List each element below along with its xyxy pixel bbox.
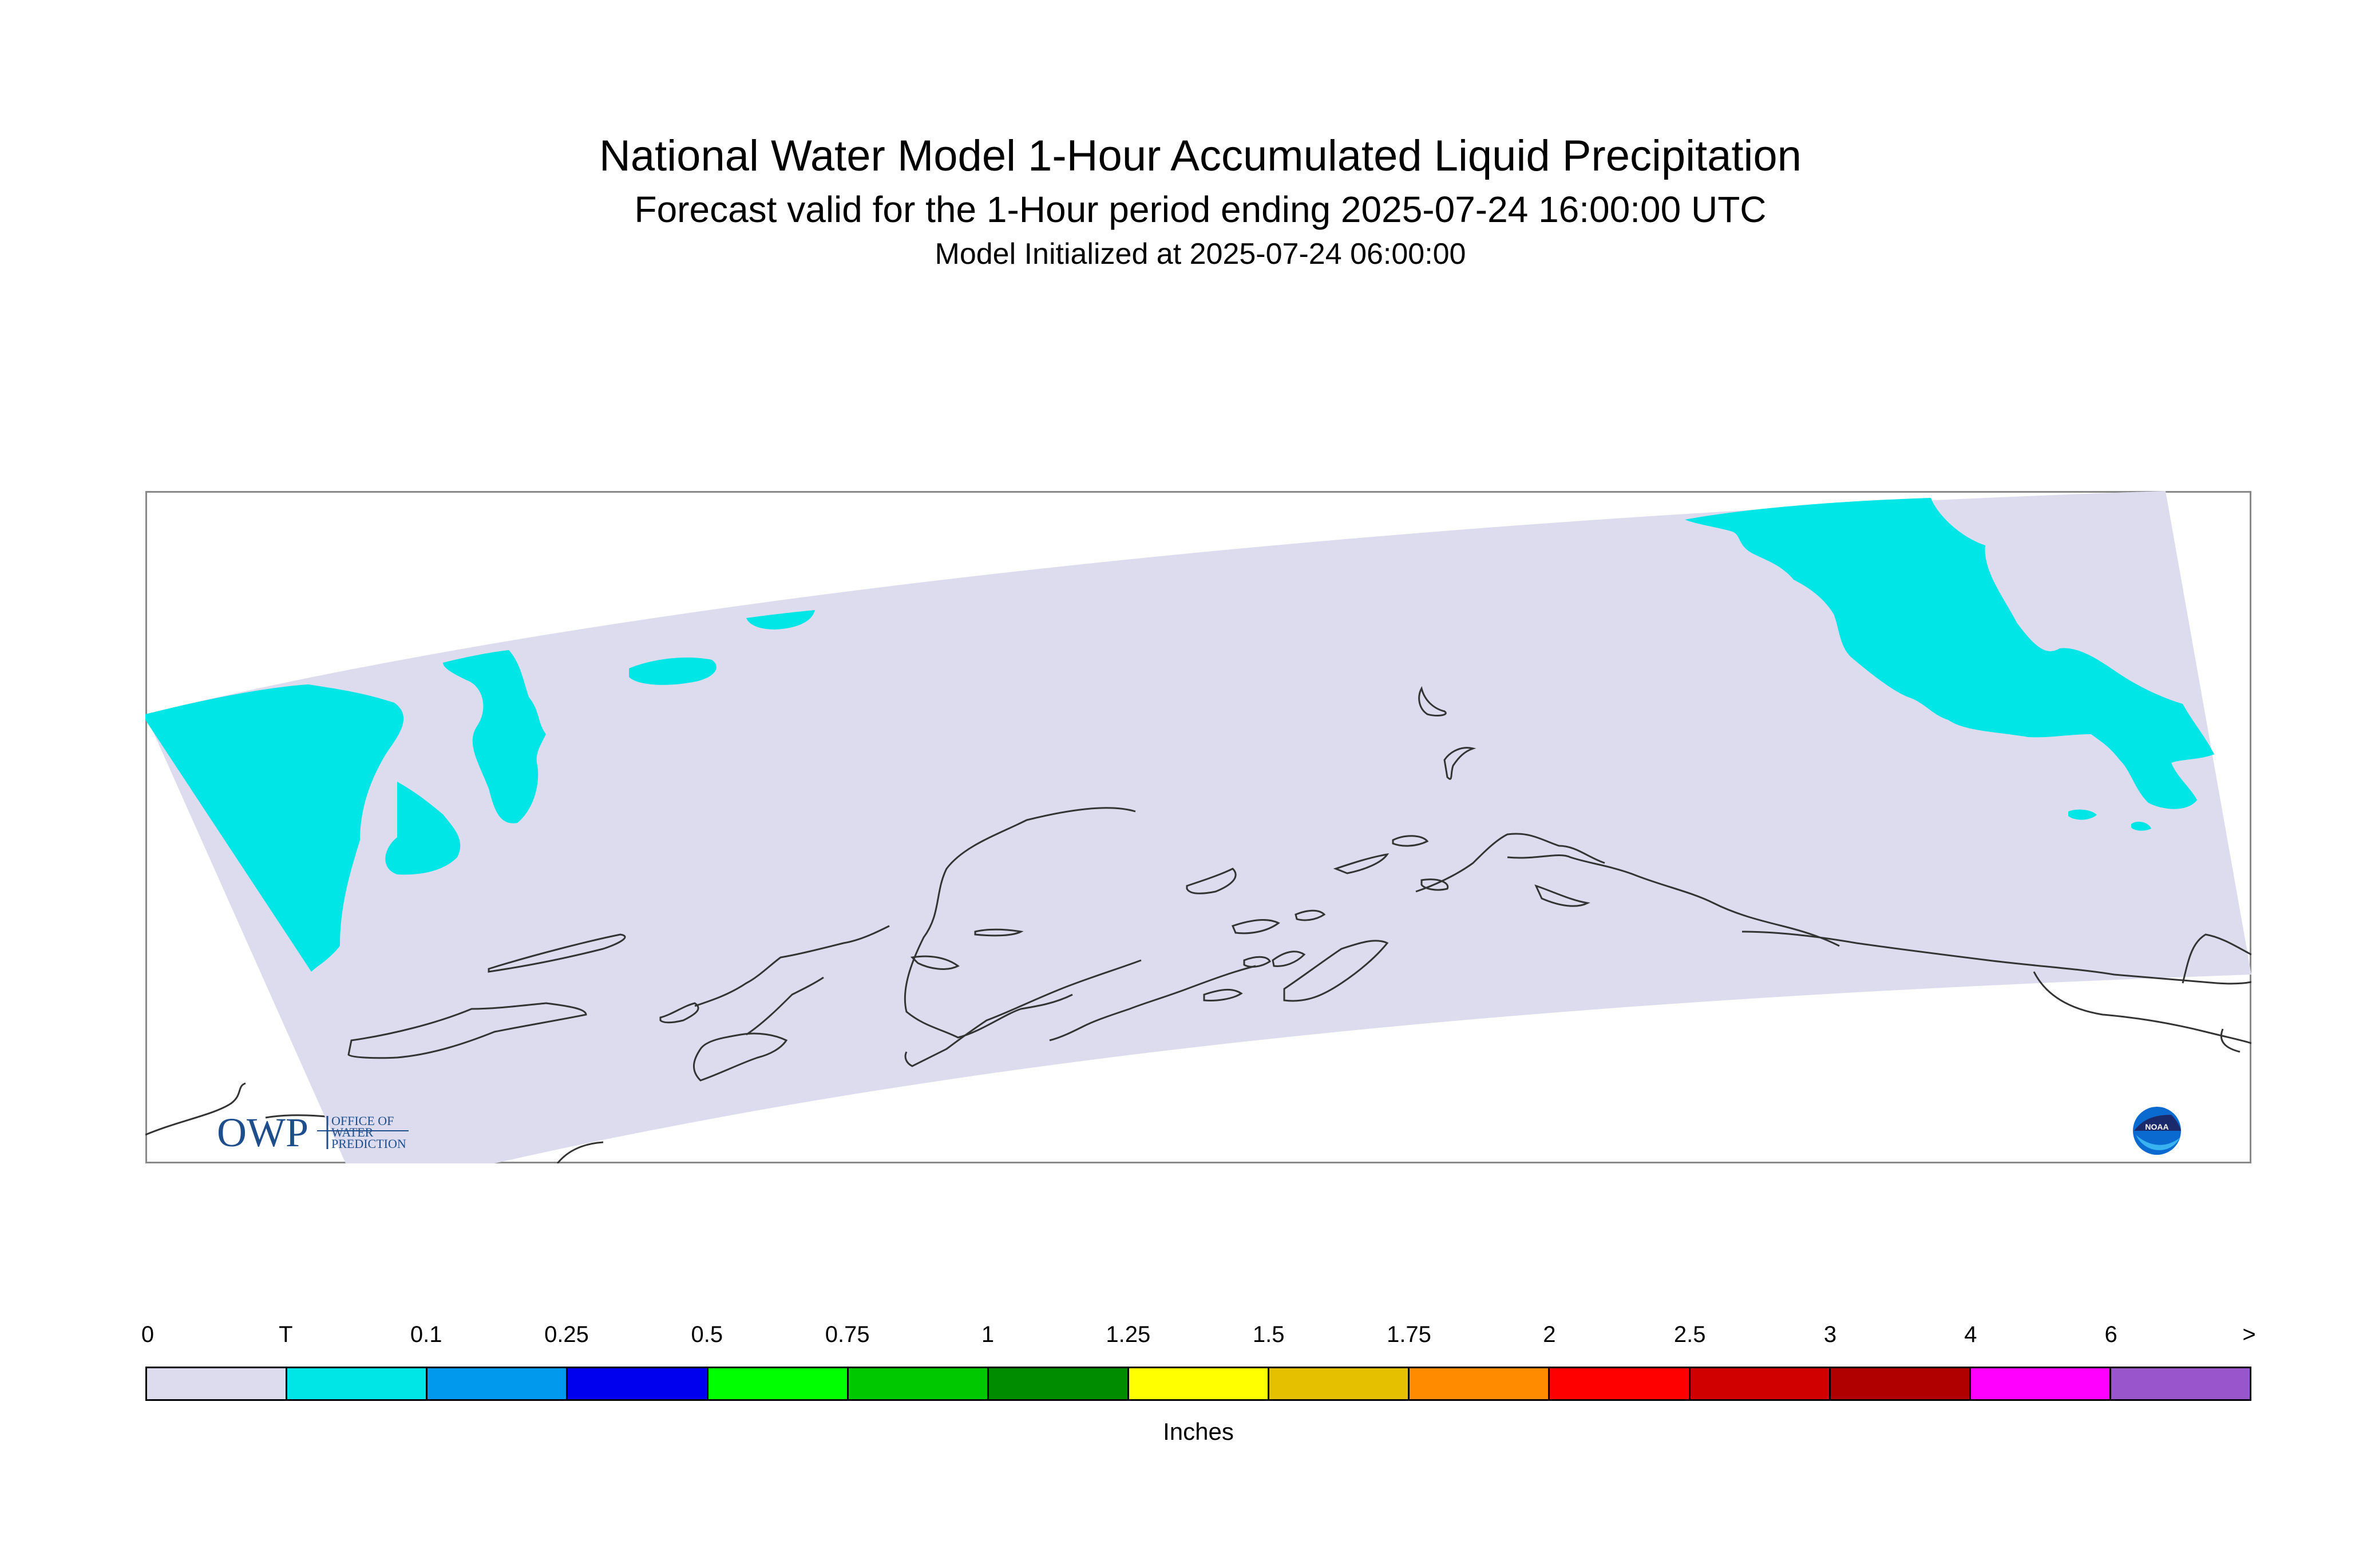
legend-swatch bbox=[568, 1368, 708, 1399]
island-archipelago-b bbox=[1231, 919, 1280, 935]
coastline-far-east-b bbox=[2220, 1028, 2241, 1053]
legend-swatch bbox=[1269, 1368, 1410, 1399]
model-init-time: Model Initialized at 2025-07-24 06:00:00 bbox=[935, 237, 1466, 271]
owp-logo-line1: OFFICE OF bbox=[331, 1114, 394, 1128]
legend-tick-label: 0.1 bbox=[410, 1322, 442, 1347]
precipitation-map: OWP OFFICE OF WATER PREDICTION NOAA bbox=[145, 491, 2251, 1163]
precip-legend: 0 T 0.1 0.25 0.5 0.75 1 1.25 1.5 1.75 2 2.5 3 4 6 > Inc… bbox=[141, 1322, 2256, 1448]
legend-swatch bbox=[848, 1368, 989, 1399]
coastline-yk-delta-b bbox=[746, 976, 824, 1036]
island-archipelago-c bbox=[1272, 951, 1306, 967]
coastline-southeast bbox=[1741, 930, 2251, 985]
island-peninsula-a bbox=[1203, 988, 1243, 1001]
coastline-southeast-b bbox=[2033, 971, 2251, 1044]
island-archipelago-h bbox=[1420, 878, 1449, 891]
legend-tick-label: 3 bbox=[1823, 1322, 1837, 1347]
island-archipelago-e bbox=[1295, 909, 1326, 921]
trace-area-west-c bbox=[443, 650, 546, 823]
legend-swatch bbox=[1690, 1368, 1831, 1399]
trace-area-east-dot-b bbox=[2131, 821, 2151, 831]
alaska-coastline bbox=[347, 686, 2251, 1082]
island-west-b bbox=[347, 1002, 587, 1059]
coastline-yk-delta bbox=[692, 1032, 788, 1082]
legend-tick-label: 1.25 bbox=[1106, 1322, 1151, 1347]
island-north-b bbox=[1443, 747, 1477, 780]
island-archipelago-f bbox=[1333, 853, 1390, 874]
legend-tick-label: > bbox=[2242, 1322, 2256, 1347]
island-archipelago-g bbox=[1392, 835, 1429, 847]
legend-tick-label: 4 bbox=[1964, 1322, 1977, 1347]
island-north-a bbox=[1418, 686, 1447, 716]
coastline-bristol-bay bbox=[904, 807, 1136, 1039]
island-archipelago-d bbox=[1243, 956, 1271, 968]
precip-trace-areas bbox=[145, 498, 2214, 972]
legend-swatch bbox=[428, 1368, 568, 1399]
legend-tick-label: 0 bbox=[141, 1322, 155, 1347]
owp-logo: OWP OFFICE OF WATER PREDICTION bbox=[217, 1110, 409, 1155]
map-subtitle: Forecast valid for the 1-Hour period end… bbox=[634, 189, 1767, 230]
coastline-alaska-peninsula bbox=[904, 959, 1142, 1067]
legend-tick-label: 0.25 bbox=[544, 1322, 589, 1347]
legend-swatch bbox=[988, 1368, 1129, 1399]
island-archipelago-i bbox=[1534, 884, 1590, 907]
island-kodiak bbox=[1283, 940, 1389, 1002]
coastline-gulf bbox=[1507, 854, 1840, 947]
trace-area-east bbox=[1685, 498, 2214, 809]
noaa-seal-icon: NOAA bbox=[2133, 1107, 2181, 1155]
map-title: National Water Model 1-Hour Accumulated … bbox=[599, 132, 1802, 180]
legend-swatch bbox=[1410, 1368, 1550, 1399]
legend-tick-label: 0.5 bbox=[691, 1322, 723, 1347]
legend-tick-label: 1.75 bbox=[1387, 1322, 1431, 1347]
island-bay-b bbox=[910, 955, 960, 970]
legend-swatch bbox=[2111, 1368, 2250, 1399]
trace-area-west bbox=[145, 684, 404, 972]
island-west-a bbox=[488, 933, 626, 973]
legend-swatch bbox=[1129, 1368, 1270, 1399]
island-bay-a bbox=[974, 928, 1024, 937]
legend-tick-label: 2.5 bbox=[1673, 1322, 1706, 1347]
legend-color-bar bbox=[145, 1367, 2251, 1401]
trace-area-west-b bbox=[385, 782, 461, 875]
legend-tick-label: 0.75 bbox=[825, 1322, 870, 1347]
island-west-c bbox=[659, 1002, 699, 1024]
trace-area-east-dot-a bbox=[2068, 809, 2097, 820]
legend-swatch bbox=[1550, 1368, 1691, 1399]
legend-tick-label: 2 bbox=[1543, 1322, 1556, 1347]
legend-swatch bbox=[147, 1368, 288, 1399]
legend-swatch bbox=[1830, 1368, 1971, 1399]
coastline-kenai bbox=[1415, 833, 1605, 893]
coastline-far-east bbox=[2182, 933, 2251, 984]
owp-logo-line3: PREDICTION bbox=[331, 1137, 406, 1151]
legend-swatch bbox=[287, 1368, 428, 1399]
trace-area-north-b bbox=[746, 610, 815, 629]
title-block: National Water Model 1-Hour Accumulated … bbox=[0, 129, 2375, 273]
legend-tick-label: 1 bbox=[981, 1322, 995, 1347]
legend-swatch bbox=[708, 1368, 849, 1399]
owp-logo-line2: WATER bbox=[331, 1125, 374, 1139]
owp-logo-letters: OWP bbox=[217, 1110, 308, 1155]
legend-tick-label: 1.5 bbox=[1252, 1322, 1285, 1347]
legend-tick-label: 6 bbox=[2104, 1322, 2117, 1347]
trace-area-north-a bbox=[629, 657, 717, 685]
noaa-seal-text: NOAA bbox=[2145, 1122, 2168, 1131]
coastline-west-bay bbox=[694, 925, 890, 1007]
coastline-peninsula-south bbox=[1049, 965, 1256, 1042]
legend-tick-label: T bbox=[279, 1322, 293, 1347]
legend-units: Inches bbox=[1163, 1418, 1234, 1445]
island-archipelago-a bbox=[1186, 868, 1237, 894]
legend-swatch bbox=[1970, 1368, 2111, 1399]
